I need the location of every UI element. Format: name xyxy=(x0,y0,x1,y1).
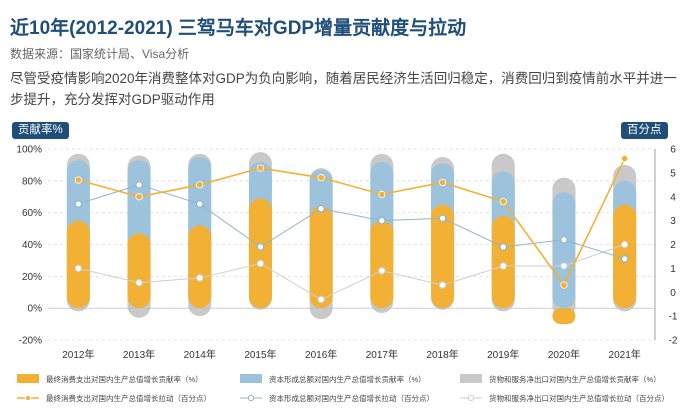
right-tick-label: -1 xyxy=(669,312,678,323)
right-tick-label: 0 xyxy=(670,288,676,299)
right-axis-unit-badge: 百分点 xyxy=(621,122,668,139)
net-export-pull-point xyxy=(317,295,325,304)
investment-pull-point xyxy=(135,181,143,189)
net-export-pull-point xyxy=(560,262,568,270)
investment-pull-point xyxy=(74,200,83,208)
consumption-pull-point xyxy=(560,281,568,289)
consumption-pull-point xyxy=(196,181,204,189)
investment-pull-point xyxy=(499,243,508,251)
x-tick-label: 2020年 xyxy=(548,348,580,361)
net-export-pull-point xyxy=(256,259,265,268)
right-tick-label: -2 xyxy=(669,336,678,347)
left-tick-label: 60% xyxy=(22,208,42,219)
investment-pull-point xyxy=(620,255,629,263)
left-tick-label: 0% xyxy=(28,304,43,315)
consumption-pull-point xyxy=(74,176,82,184)
left-tick-label: 40% xyxy=(22,240,42,251)
right-tick-label: 2 xyxy=(670,240,676,251)
legend-marker xyxy=(247,394,255,402)
legend-label: 货物和服务净出口对国内生产总值增长拉动（百分点） xyxy=(489,393,669,403)
investment-pull-point xyxy=(378,216,386,225)
consumption-bar xyxy=(127,233,151,309)
net-export-pull-point xyxy=(378,266,386,275)
net-export-pull-point xyxy=(74,264,83,273)
x-tick-label: 2019年 xyxy=(487,348,519,361)
consumption-pull-point xyxy=(135,193,143,201)
x-tick-label: 2021年 xyxy=(609,348,641,361)
x-tick-label: 2016年 xyxy=(305,348,337,361)
legend-swatch xyxy=(460,374,482,383)
right-tick-label: 1 xyxy=(670,264,676,275)
right-tick-label: 4 xyxy=(670,192,676,203)
left-tick-label: 20% xyxy=(22,272,42,283)
x-tick-label: 2017年 xyxy=(366,348,398,361)
consumption-bar xyxy=(552,308,576,325)
left-tick-label: 80% xyxy=(22,176,42,187)
legend-label: 最终消费支出对国内生产总值增长贡献率（%） xyxy=(46,374,203,384)
investment-pull-point xyxy=(195,200,204,208)
consumption-pull-point xyxy=(621,154,629,163)
right-tick-label: 6 xyxy=(670,145,676,156)
consumption-bar xyxy=(370,220,394,309)
consumption-pull-point xyxy=(378,190,386,198)
chart-description: 尽管受疫情影响2020年消费整体对GDP为负向影响，随着居民经济生活回归稳定，消… xyxy=(10,71,677,107)
consumption-bar xyxy=(309,206,333,309)
right-tick-label: 3 xyxy=(670,216,676,227)
x-tick-label: 2014年 xyxy=(184,348,216,361)
net-export-pull-point xyxy=(620,240,629,249)
net-export-pull-line xyxy=(78,244,625,300)
left-axis-unit-badge: 贡献率% xyxy=(12,122,69,139)
x-tick-label: 2012年 xyxy=(62,348,94,361)
consumption-bar xyxy=(188,225,212,309)
left-tick-label: 100% xyxy=(16,145,42,156)
investment-pull-point xyxy=(438,214,447,223)
net-export-pull-point xyxy=(438,281,447,289)
x-tick-label: 2013年 xyxy=(123,348,155,361)
net-export-pull-point xyxy=(499,262,508,270)
investment-pull-point xyxy=(560,235,568,244)
investment-pull-line xyxy=(78,184,625,260)
consumption-pull-line xyxy=(78,158,626,287)
data-source: 数据来源：国家统计局、Visa分析 xyxy=(10,47,190,61)
x-tick-label: 2015年 xyxy=(244,348,276,361)
legend-swatch xyxy=(240,374,262,383)
legend-marker xyxy=(467,394,475,402)
legend-label: 资本形成总额对国内生产总值增长拉动（百分点） xyxy=(269,393,434,403)
consumption-pull-point xyxy=(256,164,265,172)
right-tick-label: 5 xyxy=(670,168,676,179)
legend-swatch xyxy=(17,374,39,383)
x-tick-label: 2018年 xyxy=(426,348,458,361)
net-export-pull-point xyxy=(195,274,204,282)
legend-label: 货物和服务净出口对国内生产总值增长贡献率（%） xyxy=(489,374,661,384)
consumption-pull-point xyxy=(317,174,325,182)
consumption-bar xyxy=(66,220,90,309)
consumption-pull-point xyxy=(499,197,507,206)
legend-label: 最终消费支出对国内生产总值增长拉动（百分点） xyxy=(46,393,211,403)
page-title: 近10年(2012-2021) 三驾马车对GDP增量贡献度与拉动 xyxy=(10,18,467,39)
investment-bar xyxy=(552,191,576,309)
investment-pull-point xyxy=(317,204,325,213)
left-tick-label: -20% xyxy=(19,336,42,347)
net-export-pull-point xyxy=(135,278,143,287)
consumption-bar xyxy=(491,215,515,309)
consumption-pull-point xyxy=(438,178,447,187)
consumption-bar xyxy=(248,198,272,309)
consumption-bar xyxy=(431,204,455,309)
legend-label: 资本形成总额对国内生产总值增长贡献率（%） xyxy=(269,374,426,384)
investment-pull-point xyxy=(256,243,265,251)
legend-marker xyxy=(24,394,32,402)
